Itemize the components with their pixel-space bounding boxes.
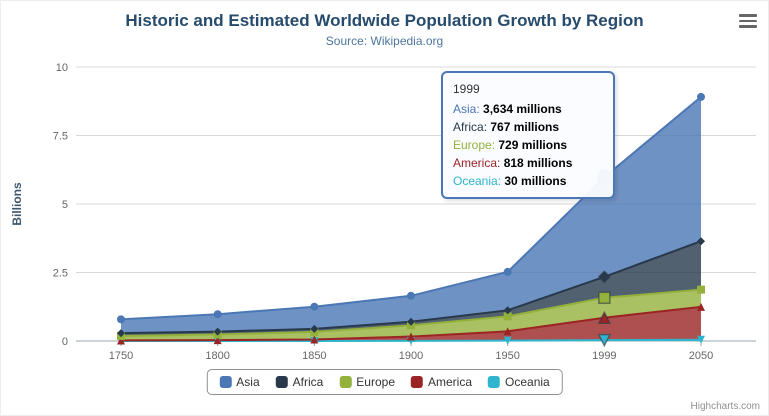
marker-america[interactable]	[310, 335, 319, 344]
marker-asia[interactable]	[213, 310, 222, 319]
legend-label: America	[428, 375, 473, 389]
y-axis-label: 7.5	[53, 131, 68, 143]
legend-symbol-europe	[339, 376, 352, 388]
area-asia[interactable]	[121, 96, 701, 334]
hamburger-bar	[739, 19, 757, 23]
marker-asia[interactable]	[117, 315, 125, 324]
legend-label: Oceania	[505, 375, 550, 389]
y-axis-label: 5	[62, 199, 68, 211]
marker-asia[interactable]	[310, 302, 319, 311]
marker-africa[interactable]	[117, 329, 125, 338]
x-axis-label: 1900	[399, 350, 423, 362]
legend-symbol-africa	[275, 376, 288, 388]
y-axis-label: 2.5	[53, 268, 68, 280]
y-axis-label: 10	[56, 62, 68, 74]
legend-label: Africa	[292, 375, 324, 389]
marker-america[interactable]	[213, 336, 222, 345]
chart-title: Historic and Estimated Worldwide Populat…	[125, 11, 644, 30]
highcharts-credits-link[interactable]: Highcharts.com	[690, 401, 760, 412]
legend-item-oceania[interactable]: Oceania	[488, 375, 550, 389]
legend: Asia Africa Europe America Oceania	[206, 369, 563, 395]
hamburger-bar	[739, 14, 757, 17]
marker-america[interactable]	[597, 310, 612, 325]
y-axis-title: Billions	[10, 182, 24, 226]
marker-africa[interactable]	[697, 237, 705, 246]
hamburger-bar	[739, 25, 757, 28]
marker-africa[interactable]	[503, 306, 512, 315]
marker-oceania[interactable]	[697, 335, 705, 344]
marker-africa[interactable]	[597, 270, 611, 284]
legend-item-america[interactable]: America	[411, 375, 472, 389]
marker-europe[interactable]	[503, 312, 512, 321]
marker-america[interactable]	[407, 332, 415, 341]
legend-symbol-oceania	[488, 376, 501, 388]
legend-item-africa[interactable]: Africa	[275, 375, 324, 389]
x-axis-label: 1800	[205, 350, 229, 362]
marker-africa[interactable]	[213, 327, 222, 336]
marker-america[interactable]	[697, 302, 705, 311]
marker-oceania[interactable]	[503, 336, 512, 345]
x-axis-label: 1850	[302, 350, 326, 362]
marker-america[interactable]	[117, 336, 125, 345]
marker-asia[interactable]	[503, 267, 512, 276]
marker-africa[interactable]	[310, 324, 319, 333]
marker-europe[interactable]	[697, 285, 705, 294]
legend-item-europe[interactable]: Europe	[339, 375, 395, 389]
marker-asia[interactable]	[407, 291, 415, 300]
chart-subtitle: Source: Wikipedia.org	[325, 34, 444, 48]
marker-africa[interactable]	[407, 317, 415, 326]
export-menu-button hamburger-icon[interactable]	[739, 14, 757, 28]
legend-label: Europe	[356, 375, 396, 389]
legend-item-asia[interactable]: Asia	[219, 375, 260, 389]
legend-symbol-america	[411, 376, 424, 388]
marker-europe[interactable]	[598, 291, 611, 305]
marker-asia[interactable]	[697, 92, 705, 101]
x-axis-label: 1950	[495, 350, 519, 362]
legend-label: Asia	[236, 375, 260, 389]
y-axis-label: 0	[62, 336, 68, 348]
marker-america[interactable]	[503, 327, 512, 336]
marker-oceania[interactable]	[597, 333, 612, 348]
marker-asia[interactable]	[596, 169, 613, 185]
area-africa[interactable]	[121, 241, 701, 336]
x-axis-label: 1750	[109, 350, 133, 362]
legend-symbol-asia	[219, 376, 232, 388]
x-axis-label: 2050	[689, 350, 713, 362]
area-america[interactable]	[121, 306, 701, 341]
x-axis-label: 1999	[592, 350, 616, 362]
